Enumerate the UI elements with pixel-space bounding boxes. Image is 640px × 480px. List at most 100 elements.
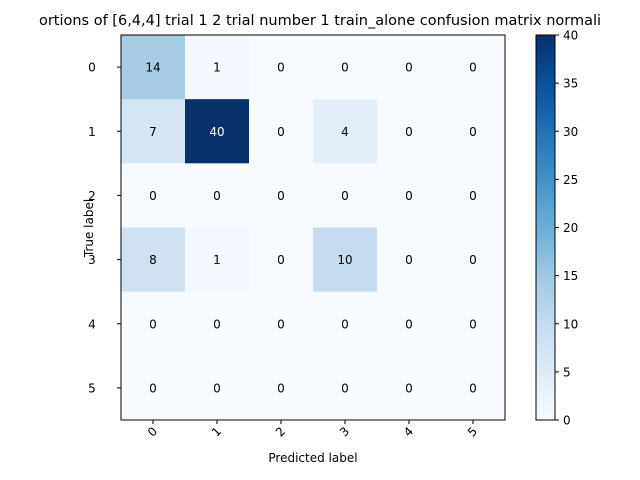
x-axis-ticks: 0 1 2 3 4 5 (145, 420, 480, 440)
cell-value-label: 0 (469, 189, 477, 203)
cell-value-label: 0 (469, 253, 477, 267)
heatmap-cell (121, 35, 186, 100)
heatmap-cell (377, 291, 442, 357)
y-axis-label: True label (82, 199, 96, 258)
heatmap-cell (377, 355, 442, 421)
heatmap-cell (441, 355, 506, 421)
heatmap-cells: 14 1 0 0 0 07 40 0 4 0 00 0 0 0 0 08 1 0 10 0 00 0 0 0 0 00 0 0 0 0 0 (121, 35, 506, 421)
heatmap-cell (377, 227, 442, 293)
cell-value-label: 0 (277, 317, 285, 331)
colorbar-ticks: 0 5 10 15 20 25 30 35 40 (555, 29, 578, 428)
x-tick-label: 1 (209, 424, 224, 439)
heatmap-cell (313, 35, 378, 100)
cell-value-label: 0 (277, 61, 285, 75)
heatmap-cell (185, 35, 250, 100)
heatmap-cell (185, 163, 250, 228)
y-axis-ticks: 0 1 2 3 4 5 (88, 61, 121, 395)
cell-value-label: 0 (405, 189, 413, 203)
heatmap-cell (313, 163, 378, 228)
cell-value-label: 1 (213, 61, 221, 75)
heatmap-cell (377, 99, 442, 164)
heatmap-cell (121, 99, 186, 164)
cell-value-label: 7 (149, 125, 157, 139)
heatmap-cell (313, 291, 378, 357)
heatmap-cell (185, 227, 250, 293)
heatmap-cell (313, 99, 378, 164)
heatmap-cell (121, 163, 186, 228)
heatmap-cell (249, 227, 314, 293)
cell-value-label: 0 (469, 381, 477, 395)
colorbar-tick-label: 30 (563, 125, 578, 139)
heatmap-cell (185, 291, 250, 357)
cell-value-label: 0 (469, 317, 477, 331)
heatmap-cell (441, 227, 506, 293)
cell-value-label: 0 (405, 253, 413, 267)
heatmap-cell (441, 291, 506, 357)
heatmap-cell (313, 227, 378, 293)
colorbar-tick-label: 5 (563, 365, 571, 379)
cell-value-label: 0 (469, 61, 477, 75)
y-tick-label: 5 (88, 381, 96, 395)
colorbar-tick-label: 35 (563, 77, 578, 91)
y-tick-label: 4 (88, 317, 96, 331)
x-tick-label: 3 (337, 424, 352, 439)
chart-title: ortions of [6,4,4] trial 1 2 trial numbe… (39, 13, 601, 29)
cell-value-label: 0 (405, 61, 413, 75)
cell-value-label: 0 (469, 125, 477, 139)
y-tick-label: 2 (88, 189, 96, 203)
plot-frame (120, 34, 506, 421)
cell-value-label: 0 (341, 189, 349, 203)
cell-value-label: 0 (341, 61, 349, 75)
cell-value-label: 8 (149, 253, 157, 267)
cell-value-label: 0 (405, 125, 413, 139)
cell-value-label: 0 (277, 253, 285, 267)
heatmap-cell (249, 35, 314, 100)
heatmap-cell (185, 99, 250, 164)
cell-value-label: 0 (213, 189, 221, 203)
heatmap-cell (313, 355, 378, 421)
colorbar-tick-label: 15 (563, 269, 578, 283)
cell-value-label: 0 (213, 381, 221, 395)
heatmap-cell (249, 355, 314, 421)
heatmap-cell (121, 227, 186, 293)
heatmap-cell (441, 99, 506, 164)
heatmap-cell (441, 163, 506, 228)
heatmap-cell (377, 163, 442, 228)
x-tick-label: 2 (273, 424, 288, 439)
colorbar-tick-label: 25 (563, 173, 578, 187)
heatmap-cell (249, 291, 314, 357)
cell-value-label: 0 (277, 381, 285, 395)
cell-value-label: 0 (341, 317, 349, 331)
cell-value-label: 0 (341, 381, 349, 395)
cell-value-label: 0 (149, 381, 157, 395)
cell-value-label: 10 (337, 253, 352, 267)
heatmap-cell (377, 35, 442, 100)
cell-value-label: 0 (277, 125, 285, 139)
cell-value-label: 0 (405, 381, 413, 395)
y-tick-label: 3 (88, 253, 96, 267)
x-tick-label: 5 (465, 424, 480, 439)
cell-value-label: 0 (277, 189, 285, 203)
colorbar-tick-label: 40 (563, 29, 578, 43)
heatmap-cell (249, 163, 314, 228)
colorbar (535, 34, 556, 421)
x-tick-label: 0 (145, 424, 160, 439)
colorbar-tick-label: 20 (563, 221, 578, 235)
heatmap-cell (441, 35, 506, 100)
cell-value-label: 40 (209, 125, 224, 139)
heatmap-cell (121, 355, 186, 421)
cell-value-label: 1 (213, 253, 221, 267)
heatmap-cell (185, 355, 250, 421)
heatmap-cell (121, 291, 186, 357)
cell-value-label: 0 (149, 189, 157, 203)
x-tick-label: 4 (401, 424, 416, 439)
y-tick-label: 1 (88, 125, 96, 139)
colorbar-tick-label: 0 (563, 414, 571, 428)
cell-value-label: 4 (341, 125, 349, 139)
y-tick-label: 0 (88, 61, 96, 75)
cell-value-label: 0 (405, 317, 413, 331)
cell-value-label: 14 (145, 61, 160, 75)
colorbar-tick-label: 10 (563, 317, 578, 331)
cell-value-label: 0 (149, 317, 157, 331)
